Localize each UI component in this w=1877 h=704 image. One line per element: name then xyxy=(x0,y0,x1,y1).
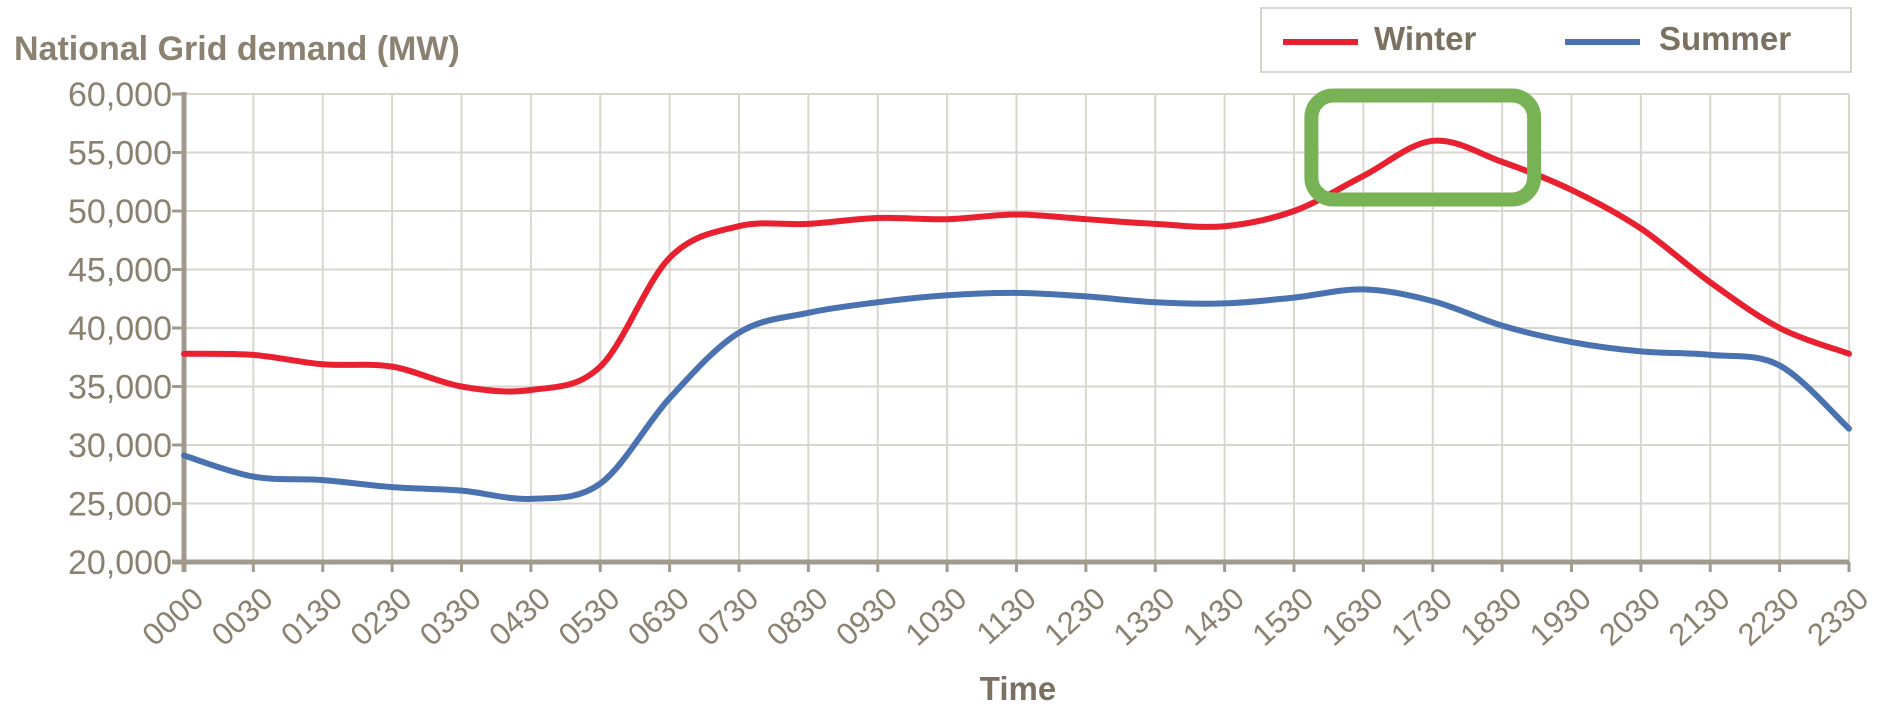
y-tick-label: 60,000 xyxy=(68,76,172,114)
x-tick-label: 2030 xyxy=(1592,580,1667,652)
x-tick-label: 2130 xyxy=(1662,580,1737,652)
x-tick-labels: 0000003001300230033004300530063007300830… xyxy=(136,580,1876,652)
x-tick-label: 1630 xyxy=(1315,580,1390,652)
y-axis-label: National Grid demand (MW) xyxy=(14,30,460,68)
x-tick-label: 0830 xyxy=(760,580,835,652)
y-tick-label: 30,000 xyxy=(68,427,172,465)
x-tick-label: 1830 xyxy=(1454,580,1529,652)
y-tick-label: 25,000 xyxy=(68,486,172,524)
x-tick-label: 0230 xyxy=(344,580,419,652)
x-tick-label: 2330 xyxy=(1801,580,1876,652)
x-tick-label: 0630 xyxy=(621,580,696,652)
legend-box xyxy=(1260,7,1852,73)
y-tick-label: 20,000 xyxy=(68,544,172,582)
highlight-box xyxy=(1304,88,1542,207)
x-axis-label: Time xyxy=(980,670,1056,704)
x-tick-label: 1530 xyxy=(1246,580,1321,652)
x-tick-label: 1430 xyxy=(1176,580,1251,652)
x-tick-label: 1030 xyxy=(899,580,974,652)
x-tick-label: 0430 xyxy=(482,580,557,652)
legend: Winter Summer xyxy=(1260,7,1852,73)
legend-label-winter: Winter xyxy=(1374,20,1477,57)
x-tick-label: 0030 xyxy=(205,580,280,652)
x-tick-label: 0530 xyxy=(552,580,627,652)
x-tick-label: 1730 xyxy=(1384,580,1459,652)
series-line-winter xyxy=(181,137,1852,395)
x-tick-label: 0930 xyxy=(829,580,904,652)
y-tick-label: 55,000 xyxy=(68,135,172,173)
x-tick-label: 1130 xyxy=(970,580,1043,651)
x-tick-label: 1930 xyxy=(1523,580,1598,652)
x-tick-label: 0330 xyxy=(413,580,488,652)
x-tick-label: 2230 xyxy=(1731,580,1806,652)
x-tick-label: 1330 xyxy=(1107,580,1182,652)
axis-layer xyxy=(172,92,1851,572)
series-line-summer xyxy=(181,286,1852,502)
x-tick-label: 1230 xyxy=(1037,580,1112,652)
y-tick-label: 45,000 xyxy=(68,252,172,290)
x-tick-label: 0130 xyxy=(274,580,349,652)
highlight-layer xyxy=(1304,88,1542,207)
y-tick-labels: 20,000 25,000 30,000 35,000 40,000 45,000 50,0… xyxy=(68,76,172,582)
series-layer xyxy=(181,137,1852,502)
legend-label-summer: Summer xyxy=(1659,20,1791,57)
y-tick-label: 50,000 xyxy=(68,193,172,231)
y-tick-label: 40,000 xyxy=(68,310,172,348)
x-tick-label: 0730 xyxy=(691,580,766,652)
x-tick-label: 0000 xyxy=(136,580,211,652)
y-tick-label: 35,000 xyxy=(68,369,172,407)
